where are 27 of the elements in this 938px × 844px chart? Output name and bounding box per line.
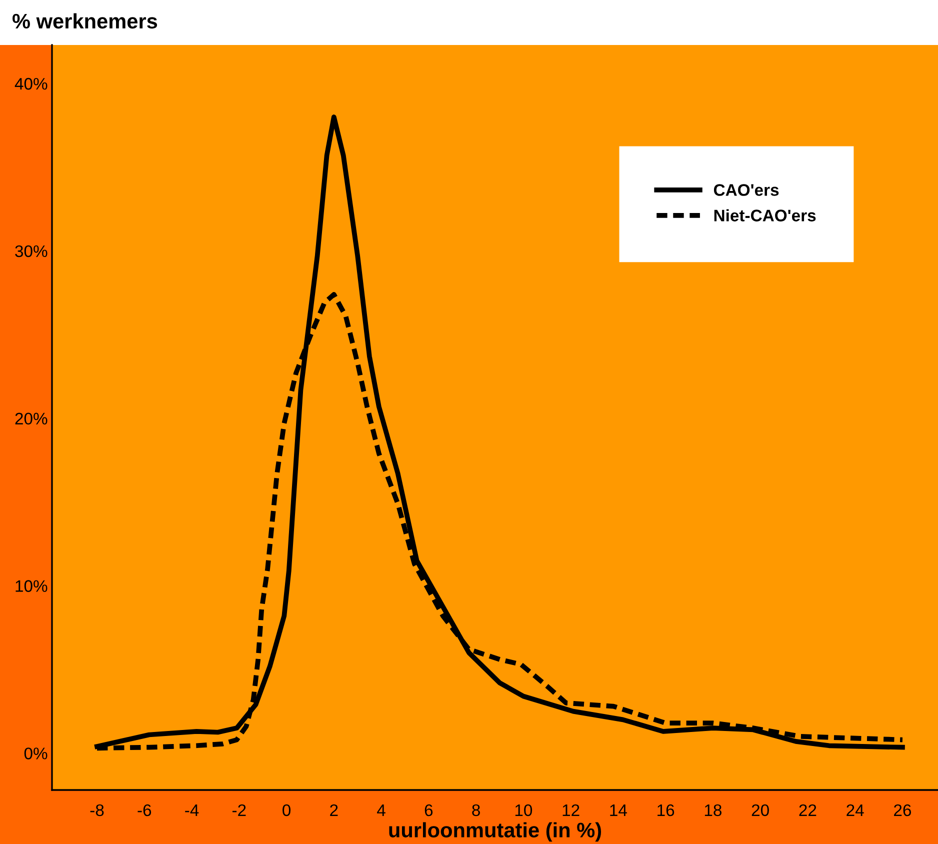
x-tick-label: 2: [330, 804, 338, 816]
x-tick-label: 10: [515, 804, 532, 816]
y-tick-label: 30%: [15, 245, 48, 258]
x-tick-label: 20: [752, 804, 769, 816]
legend-label: CAO'ers: [714, 184, 779, 196]
x-tick-label: 12: [562, 804, 580, 816]
x-tick-label: 24: [846, 804, 864, 816]
x-tick-label: 18: [704, 804, 722, 816]
y-tick-label: 0%: [24, 748, 48, 760]
y-tick-label: 10%: [16, 580, 48, 592]
x-tick-label: -8: [90, 804, 104, 816]
chart-title: % werknemers: [12, 13, 158, 29]
x-tick-label: -6: [138, 804, 152, 816]
x-axis-title: uurloonmutatie (in %): [389, 822, 602, 842]
y-tick-label: 20%: [15, 412, 48, 425]
y-tick-label: 40%: [14, 78, 48, 90]
x-tick-label: 16: [658, 804, 674, 816]
x-tick-label: 26: [894, 804, 912, 816]
x-tick-label: 4: [377, 804, 386, 816]
legend-label: Niet-CAO'ers: [714, 209, 816, 222]
x-tick-label: -2: [232, 804, 246, 816]
x-tick-label: 8: [472, 804, 480, 816]
x-tick-label: 14: [610, 804, 627, 816]
x-tick-label: 22: [799, 804, 816, 816]
x-tick-label: 6: [424, 804, 433, 816]
x-tick-label: -4: [185, 804, 199, 816]
x-tick-label: 0: [282, 804, 291, 816]
